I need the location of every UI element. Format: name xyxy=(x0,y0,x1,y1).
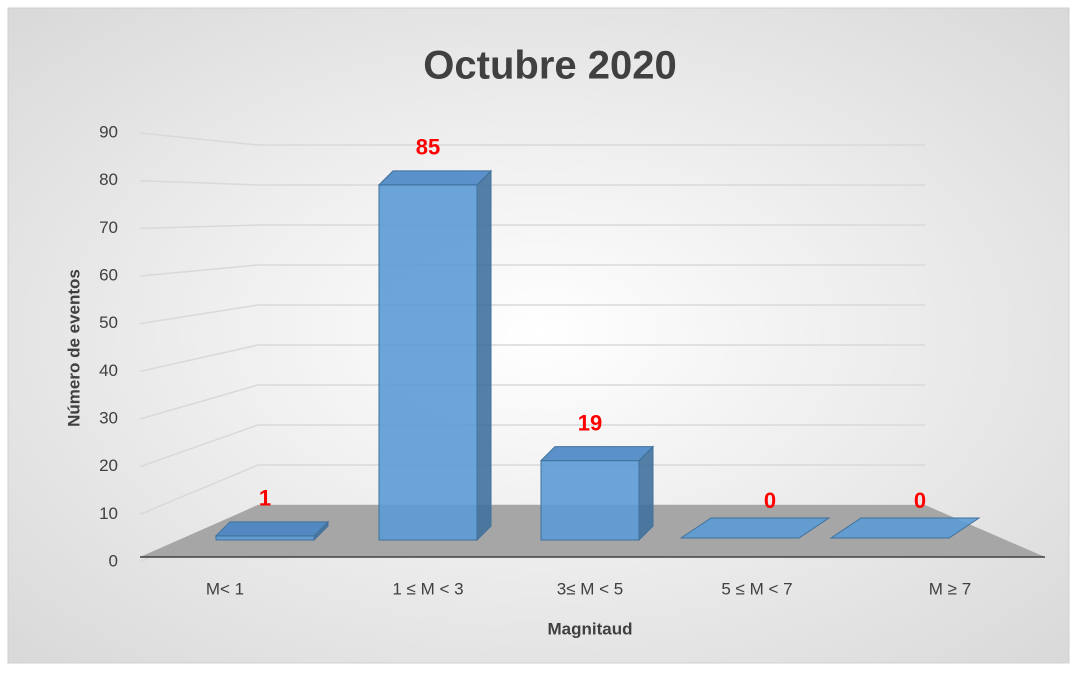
x-tick-label: M< 1 xyxy=(206,579,244,598)
bar xyxy=(679,517,831,539)
y-tick-label: 70 xyxy=(99,218,118,237)
y-tick-label: 40 xyxy=(99,361,118,380)
bar-front xyxy=(540,460,640,541)
x-tick-label: 1 ≤ M < 3 xyxy=(392,579,463,598)
grid-line xyxy=(139,179,925,186)
bar-side xyxy=(476,169,492,542)
bar-top xyxy=(377,170,493,186)
y-tick-label: 20 xyxy=(99,456,118,475)
grid-line xyxy=(139,132,925,146)
chart-title: Octubre 2020 xyxy=(423,44,676,88)
y-tick-label: 0 xyxy=(109,551,118,570)
y-tick-label: 10 xyxy=(99,504,118,523)
x-tick-label: 3≤ M < 5 xyxy=(557,579,624,598)
y-tick-label: 80 xyxy=(99,170,118,189)
y-axis-label: Número de eventos xyxy=(64,269,83,427)
y-tick-label: 30 xyxy=(99,408,118,427)
grid-line xyxy=(139,344,925,373)
grid-line xyxy=(139,424,925,468)
bar-front xyxy=(215,535,315,541)
x-axis-label: Magnitaud xyxy=(548,619,633,638)
data-label: 0 xyxy=(764,488,776,513)
grid-line xyxy=(139,384,925,420)
y-tick-label: 90 xyxy=(99,122,118,141)
bar xyxy=(829,517,981,539)
x-tick-label: M ≥ 7 xyxy=(929,579,971,598)
bar xyxy=(539,445,655,542)
grid-line xyxy=(139,464,925,516)
grid-line xyxy=(139,224,925,230)
data-label: 0 xyxy=(914,488,926,513)
x-tick-label: 5 ≤ M < 7 xyxy=(721,579,792,598)
data-label: 19 xyxy=(578,410,602,435)
bar-top xyxy=(829,517,981,539)
bar xyxy=(377,169,493,542)
grid-line xyxy=(139,304,925,325)
chart-area xyxy=(7,7,1070,664)
y-tick-label: 50 xyxy=(99,313,118,332)
bar-side xyxy=(638,445,654,542)
bar xyxy=(214,520,330,542)
bar-front xyxy=(378,184,478,541)
bar-top xyxy=(679,517,831,539)
y-tick-label: 60 xyxy=(99,265,118,284)
bar-top xyxy=(214,521,330,537)
bar-top xyxy=(539,446,655,462)
grid-line xyxy=(139,264,925,277)
data-label: 85 xyxy=(416,135,440,160)
data-label: 1 xyxy=(259,486,271,511)
